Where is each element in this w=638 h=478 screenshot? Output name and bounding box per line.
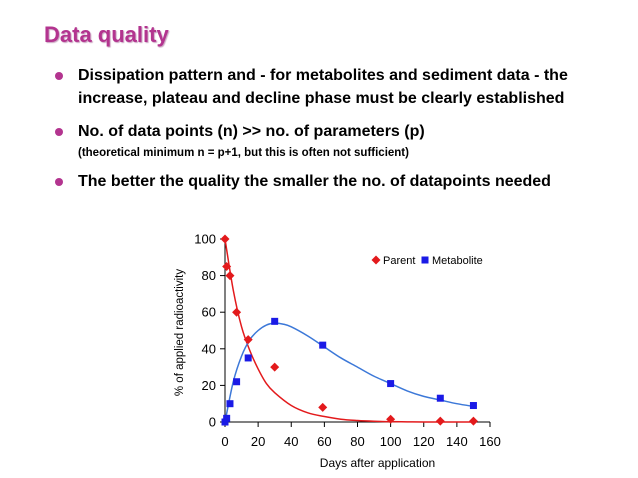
legend-marker [421, 256, 429, 264]
legend-label: Metabolite [432, 255, 483, 267]
x-tick-label: 40 [284, 434, 298, 449]
metabolite-point [233, 378, 241, 386]
parent-point [220, 234, 230, 244]
y-tick-label: 60 [202, 305, 216, 320]
parent-point [468, 416, 478, 426]
metabolite-point [244, 354, 252, 362]
metabolite-point [226, 400, 234, 408]
y-tick-label: 40 [202, 341, 216, 356]
x-tick-label: 0 [221, 434, 228, 449]
y-tick-label: 20 [202, 378, 216, 393]
bullet-text: Dissipation pattern and - for metabolite… [78, 67, 568, 107]
bullet-item: Dissipation pattern and - for metabolite… [55, 64, 615, 110]
x-tick-label: 60 [317, 434, 331, 449]
x-tick-label: 80 [350, 434, 364, 449]
bullet-sub-note: (theoretical minimum n = p+1, but this i… [78, 147, 409, 159]
x-axis-label: Days after application [320, 456, 435, 470]
parent-point [270, 362, 280, 372]
metabolite-point [436, 394, 444, 402]
parent-point [232, 307, 242, 317]
metabolite-point [387, 380, 395, 388]
y-axis-label: % of applied radioactivity [174, 269, 186, 396]
x-tick-label: 20 [251, 434, 265, 449]
parent-point [318, 402, 328, 412]
metabolite-point [221, 418, 229, 426]
metabolite-point [469, 402, 477, 410]
x-tick-label: 120 [413, 434, 435, 449]
legend-label: Parent [383, 255, 415, 267]
bullet-item: No. of data points (n) >> no. of paramet… [55, 120, 615, 143]
parent-point [222, 261, 232, 271]
y-tick-label: 80 [202, 268, 216, 283]
bullet-item: The better the quality the smaller the n… [55, 170, 615, 193]
parent-point [225, 271, 235, 281]
metabolite-point [223, 414, 231, 422]
parent-point [243, 335, 253, 345]
y-tick-label: 100 [194, 232, 216, 247]
series-fit-line [224, 238, 474, 423]
metabolite-point [271, 317, 279, 325]
slide-title: Data quality [44, 22, 169, 47]
bullet-text: No. of data points (n) >> no. of paramet… [78, 123, 425, 140]
metabolite-point [319, 341, 327, 349]
bullet-list: Dissipation pattern and - for metabolite… [55, 64, 615, 193]
x-tick-label: 100 [380, 434, 402, 449]
legend-marker [371, 255, 381, 265]
x-tick-label: 160 [479, 434, 501, 449]
parent-point [435, 416, 445, 426]
bullet-text: The better the quality the smaller the n… [78, 173, 551, 190]
bullet-dot-icon [55, 178, 63, 186]
parent-point [386, 414, 396, 424]
bullet-dot-icon [55, 72, 63, 80]
bullet-dot-icon [55, 128, 63, 136]
x-tick-label: 140 [446, 434, 468, 449]
series-fit-line [224, 322, 474, 423]
y-tick-label: 0 [209, 415, 216, 430]
legend: Parent Metabolite [383, 255, 483, 267]
